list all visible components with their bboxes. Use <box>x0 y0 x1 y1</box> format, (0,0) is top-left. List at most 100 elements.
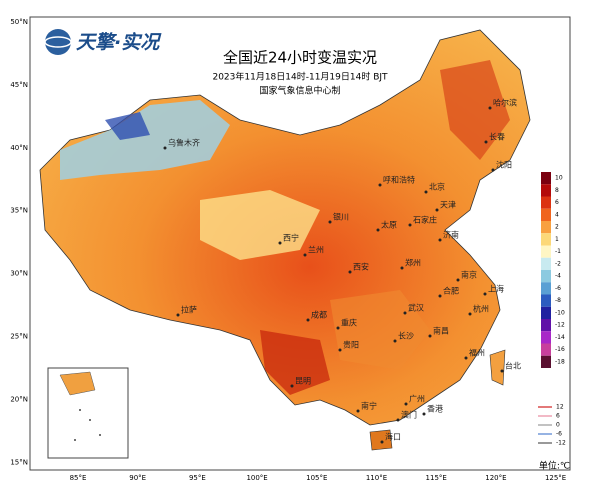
hainan <box>369 429 393 451</box>
city-dot <box>403 311 407 315</box>
city-dot <box>404 402 408 406</box>
legend-label: -8 <box>555 297 561 304</box>
cooling-area <box>60 100 230 180</box>
city-dot <box>400 266 404 270</box>
contour-label: -12 <box>556 440 566 447</box>
city-dot <box>422 412 426 416</box>
lon-label: 95°E <box>189 474 206 482</box>
legend-swatch <box>541 233 551 246</box>
city-label: 济南 <box>443 230 459 240</box>
city-label: 澳门 <box>401 410 417 420</box>
city-label: 香港 <box>427 404 443 414</box>
legend-swatch <box>541 221 551 234</box>
city-label: 乌鲁木齐 <box>168 138 200 148</box>
legend-label: -1 <box>555 248 561 255</box>
city-label: 哈尔滨 <box>493 98 517 108</box>
legend-label: -14 <box>555 334 565 341</box>
city-dot <box>484 140 488 144</box>
lon-label: 115°E <box>426 474 447 482</box>
unit-label: 单位:℃ <box>539 460 570 472</box>
contour-label: 0 <box>556 422 560 429</box>
city-label: 西安 <box>353 262 369 272</box>
city-label: 南宁 <box>361 401 377 411</box>
contour-label: 12 <box>556 404 564 411</box>
lat-label: 15°N <box>10 458 28 466</box>
lon-label: 100°E <box>246 474 267 482</box>
city-dot <box>438 294 442 298</box>
city-dot <box>336 326 340 330</box>
city-label: 台北 <box>505 361 521 371</box>
inset-islands <box>74 409 101 441</box>
city-label: 贵阳 <box>343 340 359 350</box>
legend-swatch <box>541 196 551 209</box>
city-label: 西宁 <box>283 233 299 243</box>
legend-swatch <box>541 270 551 283</box>
inset-land <box>59 371 96 396</box>
map-subtitle: 2023年11月18日14时-11月19日14时 BJT <box>212 71 388 83</box>
lat-label: 35°N <box>10 207 28 215</box>
city-label: 南昌 <box>433 326 449 336</box>
city-dot <box>488 106 492 110</box>
legend-label: -10 <box>555 309 565 316</box>
legend-swatch <box>541 331 551 344</box>
lat-label: 45°N <box>10 81 28 89</box>
legend-label: -4 <box>555 273 561 280</box>
contour-label: -6 <box>556 431 562 438</box>
city-label: 太原 <box>381 220 397 230</box>
city-label: 合肥 <box>443 286 459 296</box>
city-dot <box>424 190 428 194</box>
city-label: 成都 <box>311 310 327 320</box>
city-label: 天津 <box>440 200 456 210</box>
city-label: 长春 <box>489 132 505 142</box>
city-dot <box>428 334 432 338</box>
legend-swatch <box>541 294 551 307</box>
lat-label: 25°N <box>10 333 28 341</box>
legend-swatch <box>541 172 551 185</box>
city-label: 银川 <box>333 212 349 222</box>
legend-label: -2 <box>555 260 561 267</box>
legend-label: -16 <box>555 346 565 353</box>
legend-label: 8 <box>555 187 559 194</box>
legend-swatch <box>541 245 551 258</box>
legend-swatch <box>541 282 551 295</box>
legend-label: -18 <box>555 358 565 365</box>
legend-swatch <box>541 208 551 221</box>
map-source: 国家气象信息中心制 <box>259 85 340 97</box>
mild-area <box>200 190 320 260</box>
hot-area <box>440 60 510 160</box>
city-dot <box>176 313 180 317</box>
lat-label: 20°N <box>10 395 28 403</box>
city-label: 北京 <box>429 182 445 192</box>
city-dot <box>393 339 397 343</box>
city-label: 上海 <box>488 284 504 294</box>
legend-swatch <box>541 257 551 270</box>
warm-area <box>330 290 430 370</box>
taiwan <box>489 349 506 386</box>
hot-area <box>260 330 330 395</box>
city-label: 南京 <box>461 270 477 280</box>
city-label: 杭州 <box>473 304 489 314</box>
city-dot <box>396 418 400 422</box>
contour-label: 6 <box>556 413 560 420</box>
city-label: 呼和浩特 <box>383 175 415 185</box>
city-dot <box>348 270 352 274</box>
lon-label: 125°E <box>545 474 566 482</box>
city-dot <box>468 312 472 316</box>
city-dot <box>380 440 384 444</box>
city-dot <box>435 208 439 212</box>
city-dot <box>378 183 382 187</box>
lon-label: 85°E <box>70 474 87 482</box>
lon-label: 105°E <box>306 474 327 482</box>
city-dot <box>278 241 282 245</box>
city-dot <box>376 228 380 232</box>
legend-label: 2 <box>555 224 559 231</box>
city-label: 昆明 <box>295 377 311 386</box>
city-dot <box>306 318 310 322</box>
city-dot <box>500 369 504 373</box>
legend-label: 1 <box>555 236 559 243</box>
city-label: 广州 <box>409 394 425 404</box>
city-label: 重庆 <box>341 318 357 328</box>
city-dot <box>290 384 294 388</box>
city-label: 海口 <box>385 432 401 442</box>
